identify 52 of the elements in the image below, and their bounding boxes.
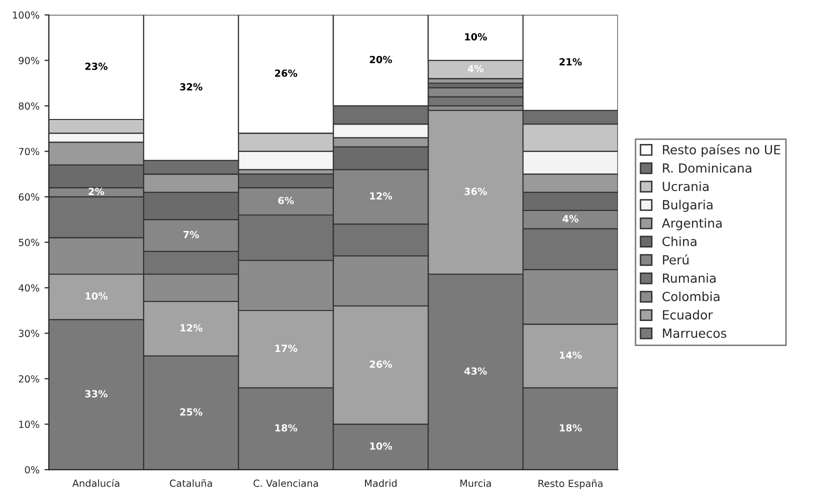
x-tick-label: C. Valenciana	[254, 479, 318, 487]
data-label: 25%	[180, 408, 202, 416]
legend-label: Argentina	[662, 218, 722, 230]
data-label: 23%	[85, 62, 108, 70]
legend-label: Marruecos	[662, 328, 726, 338]
data-label: 20%	[370, 56, 392, 64]
data-label: 18%	[560, 424, 582, 432]
x-tick-label: Andalucía	[72, 479, 120, 487]
data-label: 14%	[560, 351, 582, 359]
data-label: 21%	[560, 58, 582, 66]
legend-label: Ecuador	[662, 310, 713, 320]
y-tick-label: 80%	[18, 102, 40, 110]
legend-label: Bulgaria	[662, 200, 712, 212]
data-label: 17%	[275, 344, 298, 352]
data-label: 43%	[464, 367, 487, 375]
x-tick-label: Murcia	[460, 479, 491, 487]
y-tick-label: 40%	[18, 284, 40, 292]
x-tick-label: Cataluña	[170, 479, 212, 487]
data-label: 2%	[88, 188, 104, 196]
data-label: 4%	[468, 64, 484, 72]
legend-label: Resto países no UE	[662, 144, 780, 157]
legend-label: China	[662, 236, 696, 246]
y-tick-label: 100%	[13, 11, 40, 19]
y-tick-label: 10%	[19, 420, 40, 428]
x-tick-label: Resto España	[538, 479, 602, 489]
y-tick-label: 20%	[18, 375, 40, 383]
y-tick-label: 70%	[18, 148, 40, 156]
data-label: 32%	[180, 83, 202, 90]
data-label: 10%	[86, 292, 108, 300]
y-tick-label: 50%	[18, 238, 40, 246]
data-label: 12%	[180, 324, 202, 332]
data-label: 26%	[370, 360, 392, 368]
data-label: 4%	[562, 215, 578, 222]
data-label: 36%	[464, 188, 487, 196]
data-label: 10%	[370, 442, 392, 450]
legend-label: Ucrania	[662, 181, 709, 192]
data-label: 26%	[275, 69, 298, 77]
data-label: 6%	[278, 196, 294, 204]
legend-label: Colombia	[662, 292, 720, 302]
legend-label: R. Dominicana	[662, 163, 752, 173]
y-tick-label: 60%	[18, 193, 40, 201]
legend-label: Rumania	[662, 273, 716, 283]
y-tick-label: 30%	[18, 330, 40, 338]
legend-label: Perú	[662, 254, 688, 265]
y-tick-label: 0%	[24, 466, 40, 474]
data-label: 7%	[183, 230, 199, 238]
x-tick-label: Madrid	[365, 479, 397, 487]
data-label: 10%	[465, 33, 487, 40]
y-tick-label: 90%	[18, 56, 40, 64]
data-label: 18%	[275, 424, 298, 432]
data-label: 12%	[370, 192, 392, 200]
data-label: 33%	[85, 390, 108, 398]
